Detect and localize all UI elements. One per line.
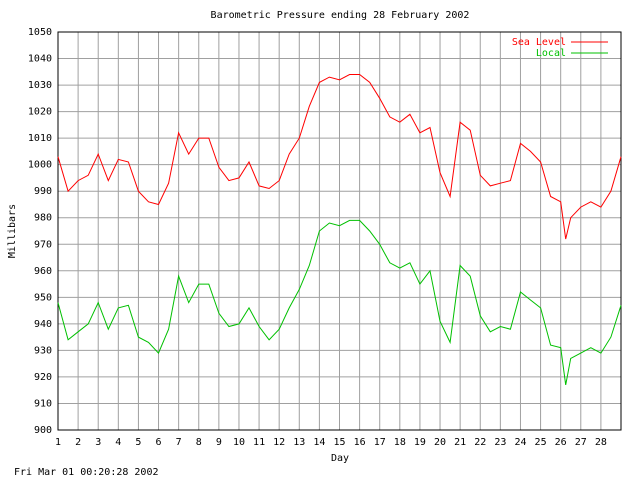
x-tick-label: 28	[595, 437, 607, 448]
x-tick-label: 1	[55, 437, 61, 448]
x-tick-label: 14	[313, 437, 325, 448]
x-tick-label: 17	[374, 437, 386, 448]
y-tick-label: 970	[34, 239, 52, 250]
x-tick-label: 8	[196, 437, 202, 448]
y-tick-label: 990	[34, 186, 52, 197]
x-tick-label: 5	[135, 437, 141, 448]
x-axis-label: Day	[331, 453, 349, 464]
x-tick-label: 11	[253, 437, 265, 448]
y-tick-label: 1010	[28, 133, 52, 144]
legend-label: Sea Level	[512, 37, 566, 48]
chart-title: Barometric Pressure ending 28 February 2…	[211, 10, 470, 21]
x-tick-label: 27	[575, 437, 587, 448]
x-tick-label: 20	[434, 437, 446, 448]
y-tick-label: 900	[34, 425, 52, 436]
y-axis-label: Millibars	[7, 204, 18, 258]
plot-border	[57, 31, 622, 431]
x-tick-label: 2	[75, 437, 81, 448]
x-tick-label: 21	[454, 437, 466, 448]
x-tick-label: 6	[156, 437, 162, 448]
x-tick-label: 15	[333, 437, 345, 448]
x-tick-label: 16	[354, 437, 366, 448]
x-tick-label: 24	[514, 437, 526, 448]
y-tick-label: 960	[34, 266, 52, 277]
x-tick-label: 25	[535, 437, 547, 448]
legend-label: Local	[536, 48, 566, 59]
y-tick-label: 910	[34, 398, 52, 409]
x-tick-label: 9	[216, 437, 222, 448]
x-tick-label: 18	[394, 437, 406, 448]
y-tick-label: 980	[34, 213, 52, 224]
x-tick-label: 26	[555, 437, 567, 448]
y-tick-label: 1040	[28, 54, 52, 65]
footer: Fri Mar 01 00:20:28 2002	[14, 467, 159, 478]
series-line	[57, 74, 622, 240]
x-tick-label: 3	[95, 437, 101, 448]
series-line	[57, 219, 622, 385]
x-tick-label: 22	[474, 437, 486, 448]
x-tick-label: 13	[293, 437, 305, 448]
y-tick-label: 1020	[28, 107, 52, 118]
y-tick-label: 950	[34, 292, 52, 303]
x-tick-label: 10	[233, 437, 245, 448]
x-tick-label: 19	[414, 437, 426, 448]
y-tick-label: 1050	[28, 27, 52, 38]
y-tick-label: 920	[34, 372, 52, 383]
x-tick-label: 4	[115, 437, 121, 448]
y-tick-label: 1030	[28, 80, 52, 91]
y-tick-label: 940	[34, 319, 52, 330]
y-tick-label: 930	[34, 345, 52, 356]
x-tick-label: 23	[494, 437, 506, 448]
y-tick-label: 1000	[28, 160, 52, 171]
x-tick-label: 12	[273, 437, 285, 448]
x-tick-label: 7	[176, 437, 182, 448]
